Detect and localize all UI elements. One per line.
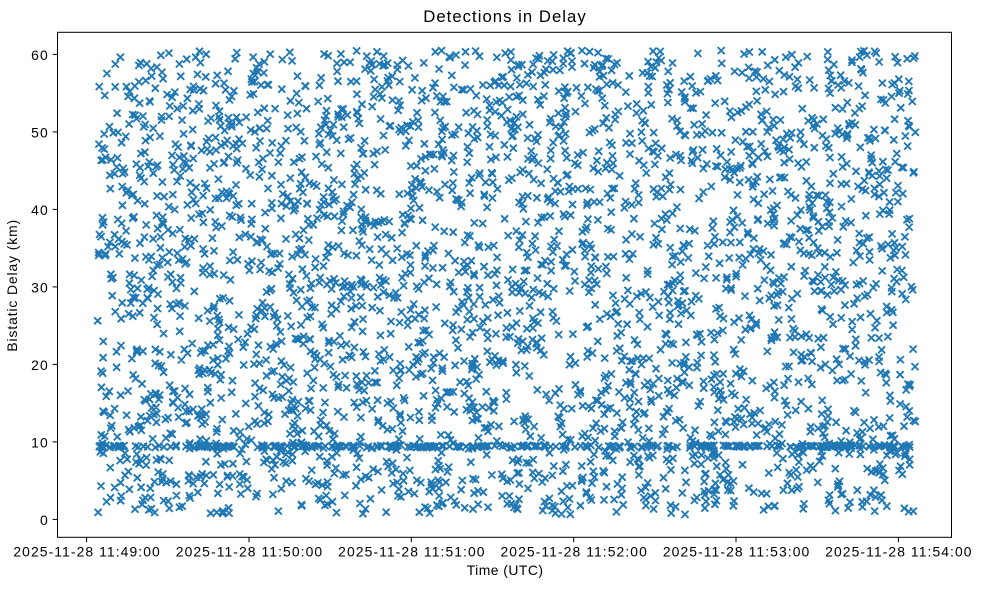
svg-text:40: 40 [31, 202, 49, 218]
svg-text:50: 50 [31, 124, 49, 140]
svg-text:2025-11-28 11:52:00: 2025-11-28 11:52:00 [500, 543, 647, 559]
svg-text:Bistatic Delay (km): Bistatic Delay (km) [4, 219, 20, 352]
svg-text:0: 0 [40, 512, 49, 528]
svg-text:20: 20 [31, 357, 49, 373]
svg-text:60: 60 [31, 47, 49, 63]
svg-text:10: 10 [31, 434, 49, 450]
svg-text:Detections in Delay: Detections in Delay [423, 7, 587, 26]
svg-text:2025-11-28 11:50:00: 2025-11-28 11:50:00 [176, 543, 323, 559]
svg-text:2025-11-28 11:49:00: 2025-11-28 11:49:00 [13, 543, 160, 559]
svg-text:30: 30 [31, 279, 49, 295]
svg-text:2025-11-28 11:51:00: 2025-11-28 11:51:00 [338, 543, 485, 559]
svg-text:2025-11-28 11:54:00: 2025-11-28 11:54:00 [825, 543, 972, 559]
svg-text:Time (UTC): Time (UTC) [467, 562, 544, 578]
svg-text:2025-11-28 11:53:00: 2025-11-28 11:53:00 [663, 543, 810, 559]
